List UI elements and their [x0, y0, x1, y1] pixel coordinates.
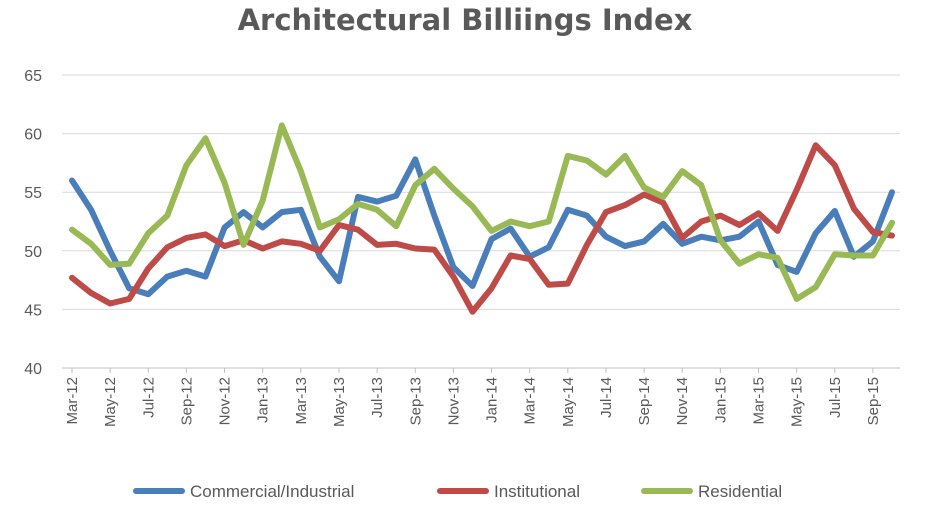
y-axis-ticks: 40 45 50 55 60 65	[24, 68, 42, 378]
legend: Commercial/Industrial Institutional Reside…	[133, 482, 782, 501]
x-tick-label: Jan-14	[484, 377, 501, 423]
x-tick-label: Sep-13	[407, 377, 424, 425]
x-tick-label: May-15	[789, 377, 806, 427]
x-axis-ticks: Mar-12 May-12 Jul-12 Sep-12 Nov-12 Jan-13 Mar-…	[64, 368, 882, 427]
x-tick-label: Sep-12	[178, 377, 195, 425]
x-tick-label: Mar-15	[751, 377, 768, 425]
series-line	[69, 142, 895, 315]
y-tick-label: 50	[24, 244, 42, 261]
y-tick-label: 55	[24, 185, 42, 202]
y-tick-label: 40	[24, 361, 42, 378]
legend-label: Commercial/Industrial	[190, 482, 354, 501]
y-tick-label: 60	[24, 127, 42, 144]
x-tick-label: Jul-15	[827, 377, 844, 418]
x-tick-label: Jan-15	[712, 377, 729, 423]
x-tick-label: Mar-14	[522, 377, 539, 425]
x-tick-label: Sep-15	[865, 377, 882, 425]
x-tick-label: May-13	[331, 377, 348, 427]
y-tick-label: 45	[24, 302, 42, 319]
series-lines	[69, 122, 895, 315]
x-tick-label: Nov-14	[674, 377, 691, 425]
chart-title: Architectural Billiings Index	[238, 3, 693, 37]
x-tick-label: Jul-14	[598, 377, 615, 418]
x-tick-label: Nov-12	[217, 377, 234, 425]
legend-label: Residential	[698, 482, 782, 501]
x-tick-label: Jul-12	[140, 377, 157, 418]
y-tick-label: 65	[24, 68, 42, 85]
legend-label: Institutional	[494, 482, 580, 501]
series-line	[69, 156, 895, 298]
x-tick-label: May-12	[102, 377, 119, 427]
x-tick-label: Jan-13	[255, 377, 272, 423]
series-line	[69, 122, 895, 302]
x-tick-label: Mar-13	[293, 377, 310, 425]
x-tick-label: Jul-13	[369, 377, 386, 418]
x-tick-label: Sep-14	[636, 377, 653, 425]
x-tick-label: Nov-13	[445, 377, 462, 425]
x-tick-label: Mar-12	[64, 377, 81, 425]
x-tick-label: May-14	[560, 377, 577, 427]
gridlines	[62, 74, 900, 310]
